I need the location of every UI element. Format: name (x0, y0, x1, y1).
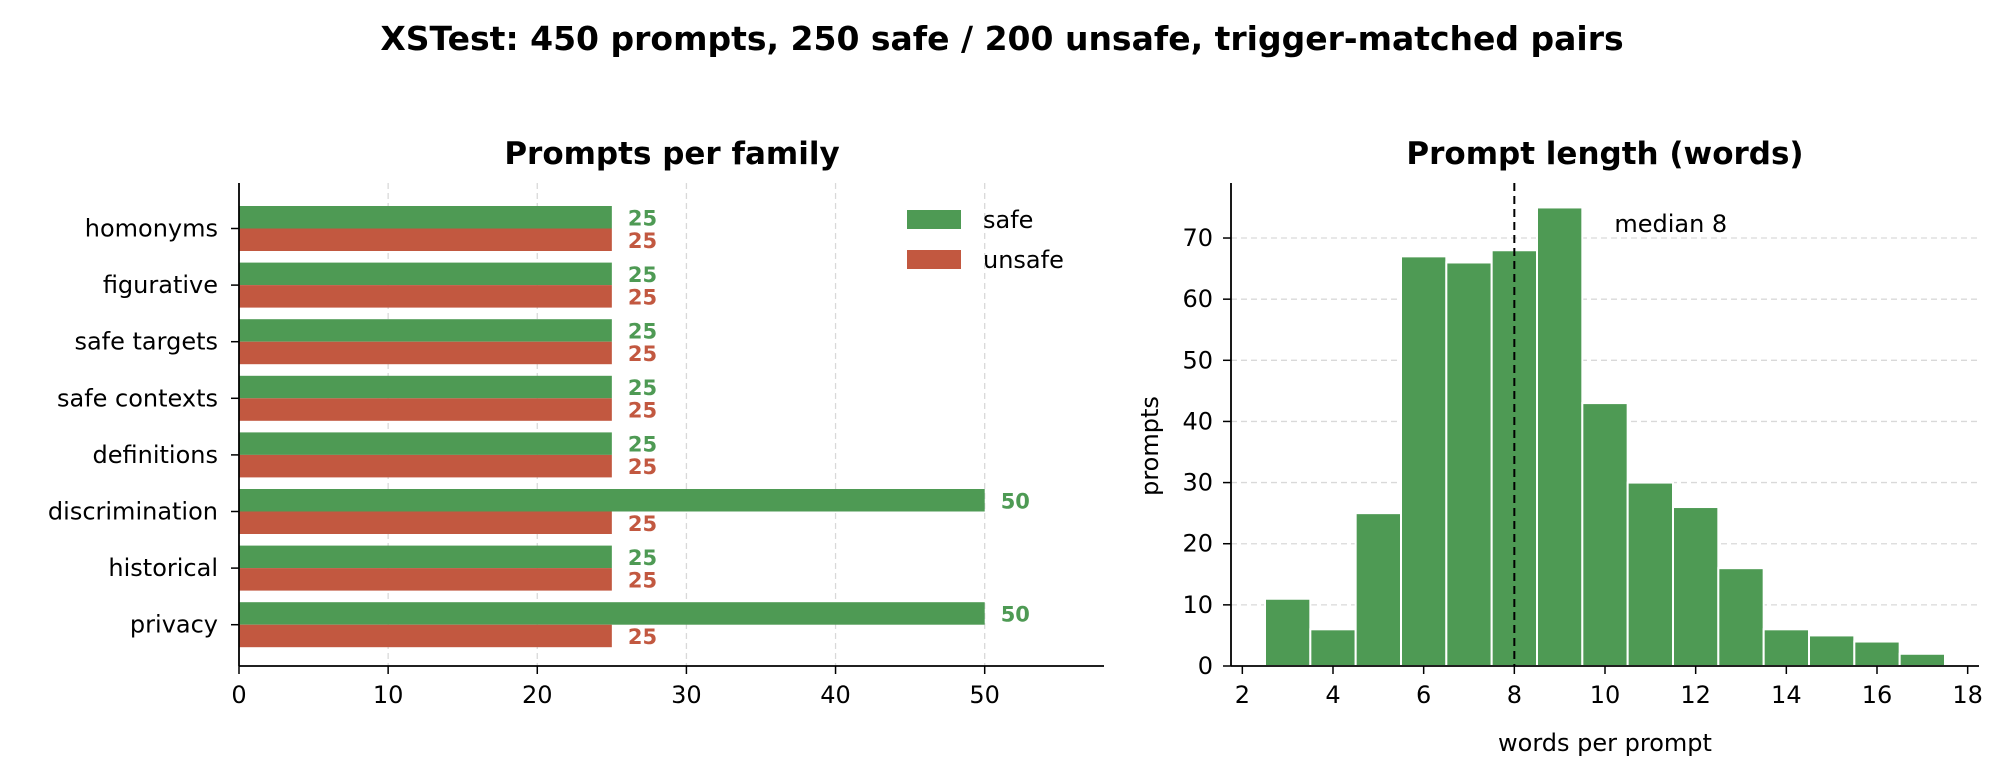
y-tick-label: 60 (1182, 285, 1213, 313)
x-tick-label: 12 (1680, 681, 1711, 709)
legend-label-safe: safe (983, 206, 1033, 234)
y-tick-label: 30 (1182, 469, 1213, 497)
histogram-bars (1264, 206, 1946, 668)
histogram-bar (1717, 567, 1765, 667)
bar-safe (239, 319, 612, 342)
bar-safe (239, 545, 612, 569)
x-tick-label: 10 (373, 681, 404, 709)
x-tick-label: 8 (1507, 681, 1522, 709)
histogram-bar (1898, 652, 1946, 668)
histogram-bar (1581, 402, 1629, 667)
x-tick-label: 10 (1590, 681, 1621, 709)
histogram-bar (1445, 261, 1493, 667)
x-tick-label: 14 (1771, 681, 1802, 709)
histogram-annotation: median 8 (1513, 183, 1727, 666)
histogram-bar (1354, 512, 1402, 668)
length-histogram: Prompt length (words) 0 10 20 30 40 50 60 70 2 4 6… (1136, 136, 1983, 757)
histogram-bar (1536, 206, 1584, 668)
bar-value-label: 25 (628, 455, 657, 479)
x-tick-label: 16 (1862, 681, 1893, 709)
family-chart-bars (239, 206, 985, 648)
y-tick-label: 50 (1182, 346, 1213, 374)
x-tick-label: 4 (1325, 681, 1340, 709)
x-tick-label: 30 (671, 681, 702, 709)
family-chart-legend: safe unsafe (907, 206, 1064, 274)
y-tick-label: 40 (1182, 407, 1213, 435)
family-chart-axes: 0 10 20 30 40 50 homonyms figurative safe target… (48, 183, 1104, 709)
bar-value-label: 25 (628, 546, 657, 570)
bar-unsafe (239, 285, 612, 308)
category-label: privacy (130, 611, 218, 639)
x-tick-label: 0 (231, 681, 246, 709)
bar-unsafe (239, 624, 612, 648)
bar-unsafe (239, 398, 612, 421)
bar-safe (239, 206, 612, 229)
category-label: safe contexts (57, 384, 218, 412)
legend-swatch-safe (907, 210, 961, 229)
bar-value-label: 25 (628, 625, 657, 649)
histogram-title: Prompt length (words) (1406, 136, 1803, 172)
y-tick-label: 0 (1198, 652, 1213, 680)
bar-value-label: 25 (628, 433, 657, 457)
bar-value-label: 25 (628, 319, 657, 343)
histogram-bar (1672, 506, 1720, 667)
y-tick-label: 20 (1182, 530, 1213, 558)
bar-unsafe (239, 454, 612, 478)
histogram-bar (1762, 628, 1810, 668)
bar-value-label: 50 (1001, 602, 1030, 626)
x-tick-label: 40 (820, 681, 851, 709)
histogram-x-axis-label: words per prompt (1498, 729, 1712, 757)
y-tick-label: 10 (1182, 591, 1213, 619)
bar-value-label: 50 (1001, 489, 1030, 513)
bar-safe (239, 489, 985, 512)
bar-value-label: 25 (628, 376, 657, 400)
histogram-y-axis-label: prompts (1136, 396, 1164, 496)
x-tick-label: 50 (969, 681, 1000, 709)
category-label: discrimination (48, 498, 218, 526)
family-bar-chart: Prompts per family 252525252525252525255… (48, 136, 1104, 709)
family-chart-title: Prompts per family (504, 136, 839, 172)
category-label: safe targets (74, 328, 218, 356)
median-label: median 8 (1614, 210, 1727, 238)
bar-value-label: 25 (628, 229, 657, 253)
category-label: definitions (93, 441, 218, 469)
bar-safe (239, 432, 612, 455)
histogram-bar (1853, 640, 1901, 668)
y-tick-label: 70 (1182, 224, 1213, 252)
bar-value-label: 25 (628, 342, 657, 366)
bar-safe (239, 375, 612, 399)
histogram-axes: 0 10 20 30 40 50 60 70 2 4 6 8 10 12 14 16 18 (1182, 183, 1983, 709)
x-tick-label: 18 (1952, 681, 1983, 709)
category-label: historical (108, 554, 218, 582)
histogram-bar (1309, 628, 1357, 668)
category-label: homonyms (85, 215, 218, 243)
x-tick-label: 20 (522, 681, 553, 709)
histogram-bar (1264, 597, 1312, 667)
bar-value-label: 25 (628, 399, 657, 423)
x-tick-label: 6 (1416, 681, 1431, 709)
family-chart-gridlines (387, 183, 986, 666)
histogram-bar (1400, 255, 1448, 667)
bar-value-label: 25 (628, 285, 657, 309)
bar-safe (239, 262, 612, 286)
bar-unsafe (239, 511, 612, 534)
bar-value-label: 25 (628, 568, 657, 592)
bar-unsafe (239, 228, 612, 251)
legend-label-unsafe: unsafe (983, 246, 1064, 274)
bar-value-label: 25 (628, 206, 657, 230)
bar-unsafe (239, 568, 612, 591)
bar-safe (239, 602, 985, 625)
histogram-bar (1626, 481, 1674, 667)
category-label: figurative (103, 271, 218, 299)
figure-title: XSTest: 450 prompts, 250 safe / 200 unsa… (380, 19, 1623, 58)
bar-value-label: 25 (628, 263, 657, 287)
x-tick-label: 2 (1235, 681, 1250, 709)
legend-swatch-unsafe (907, 250, 961, 269)
bar-value-label: 25 (628, 512, 657, 536)
bar-unsafe (239, 341, 612, 365)
histogram-bar (1808, 634, 1856, 667)
